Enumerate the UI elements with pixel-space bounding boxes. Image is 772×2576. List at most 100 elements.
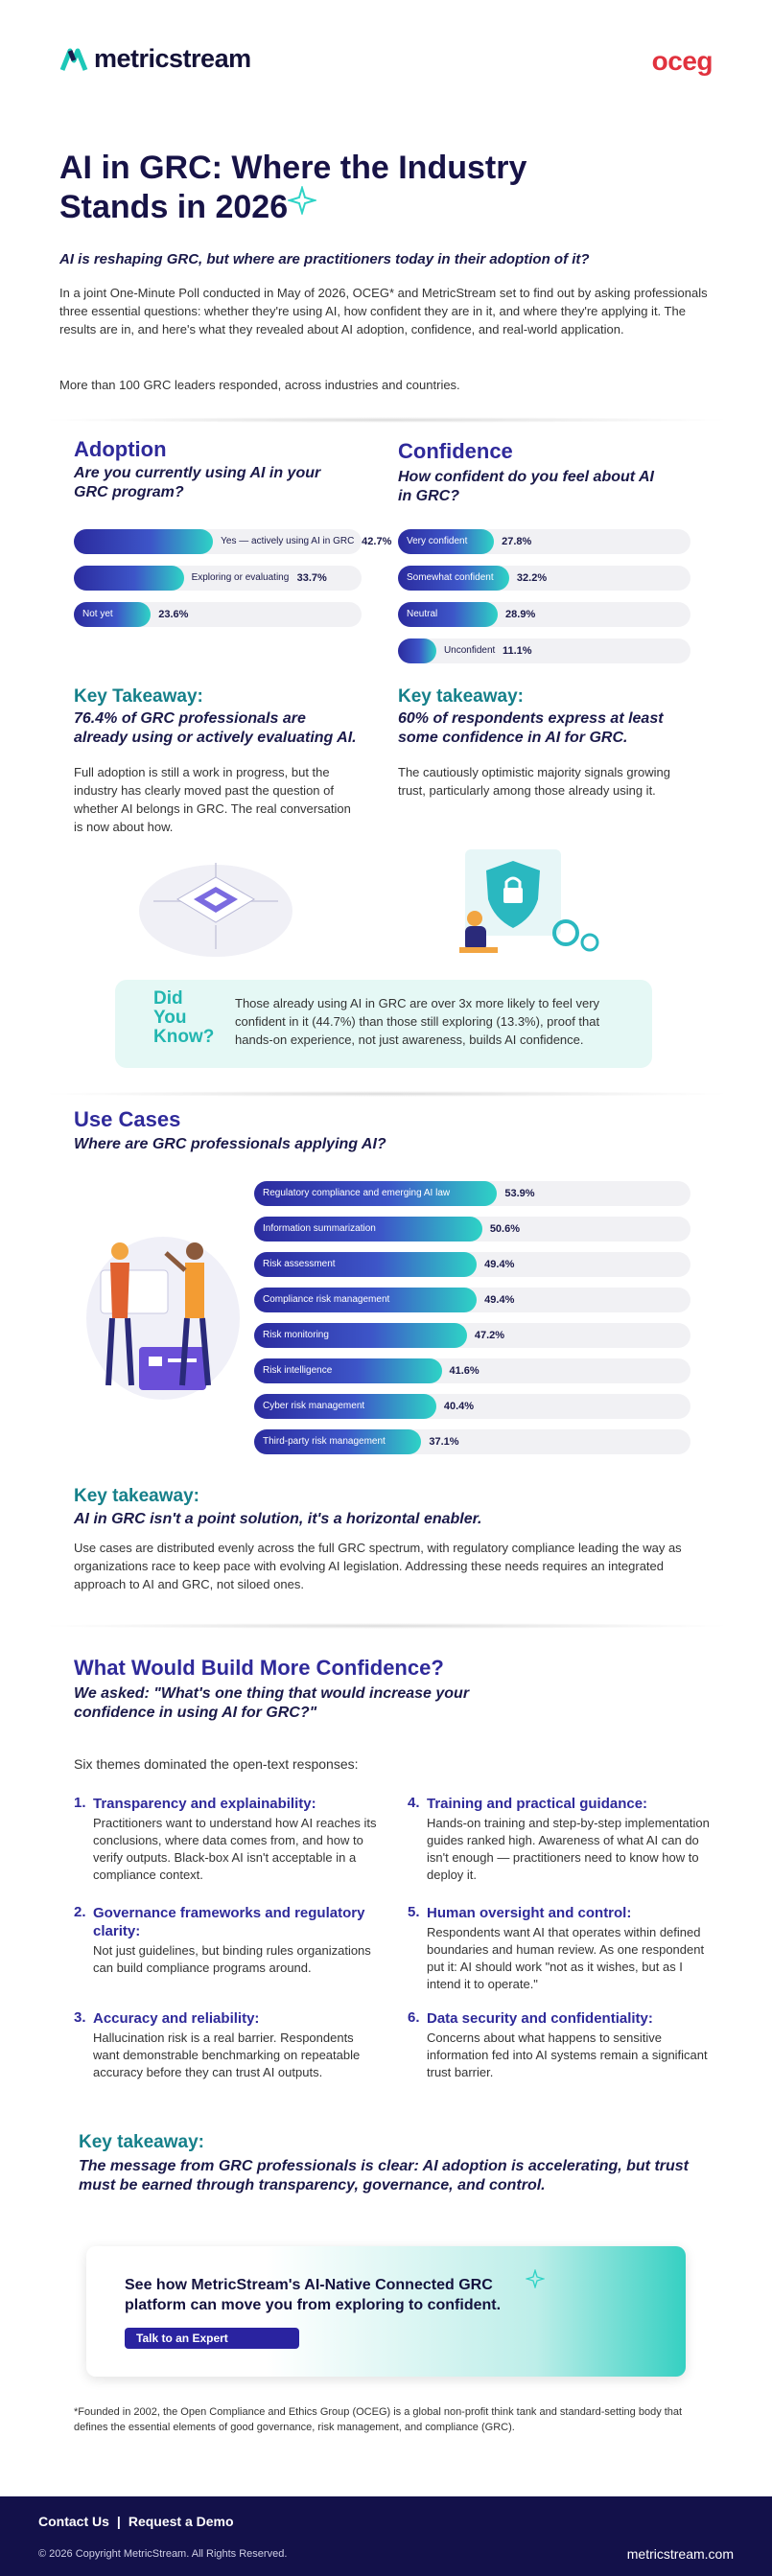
- question: We asked: "What's one thing that would i…: [74, 1685, 470, 1721]
- theme: 1. Transparency and explainability: Practi…: [74, 1795, 381, 1884]
- value-label: 32.2%: [516, 572, 548, 584]
- section-heading: Confidence: [398, 439, 513, 463]
- theme-body: Hands-on training and step-by-step imple…: [427, 1816, 710, 1882]
- cta-text: See how MetricStream's AI-Native Connect…: [125, 2277, 502, 2313]
- bar: [254, 1181, 498, 1206]
- footer-site[interactable]: metricstream.com: [626, 2546, 734, 2562]
- divider: [38, 1091, 734, 1097]
- bar: [398, 529, 495, 554]
- intro-paragraph: In a joint One-Minute Poll conducted in …: [59, 286, 708, 337]
- section-heading: Use Cases: [74, 1107, 181, 1131]
- bar-label: Compliance risk management: [263, 1294, 390, 1305]
- logo-left[interactable]: metricstream: [59, 44, 251, 74]
- themes-intro: Six themes dominated the open-text respo…: [74, 1756, 359, 1772]
- bar-row: Somewhat confident 32.2%: [398, 566, 690, 591]
- theme-body: Concerns about what happens to sensitive…: [427, 2031, 708, 2079]
- theme-title: Data security and confidentiality:: [427, 2010, 653, 2027]
- bar-row: Not yet 23.6%: [74, 602, 362, 627]
- bar: [254, 1358, 442, 1383]
- value-label: 53.9%: [504, 1188, 535, 1199]
- footer-separator: |: [116, 2514, 121, 2529]
- theme-body: Hallucination risk is a real barrier. Re…: [93, 2031, 361, 2079]
- footer-link[interactable]: Request a Demo: [128, 2514, 234, 2529]
- subtitle: AI is reshaping GRC, but where are pract…: [59, 251, 590, 267]
- chip-illustration: [139, 863, 292, 957]
- bar-label: Exploring or evaluating: [191, 572, 290, 583]
- footnote: *Founded in 2002, the Open Compliance an…: [74, 2406, 683, 2433]
- takeaway: The message from GRC professionals is cl…: [79, 2158, 690, 2193]
- footer: Contact Us | Request a Demo © 2026 Copyr…: [0, 2496, 772, 2576]
- bar-label: Unconfident: [443, 645, 496, 656]
- bar-row: Cyber risk management 40.4%: [254, 1394, 690, 1419]
- bar-row: Risk intelligence 41.6%: [254, 1358, 690, 1383]
- bar-row: Risk assessment 49.4%: [254, 1252, 690, 1277]
- theme-number: 2.: [74, 1904, 86, 1920]
- bar-label: Risk monitoring: [263, 1330, 329, 1340]
- section-heading: Adoption: [74, 437, 167, 461]
- section-heading: What Would Build More Confidence?: [74, 1656, 444, 1680]
- value-label: 41.6%: [449, 1365, 480, 1377]
- takeaway-heading: Key takeaway:: [398, 686, 524, 707]
- value-label: 49.4%: [484, 1294, 515, 1306]
- bar-label: Risk intelligence: [263, 1365, 333, 1376]
- bar: [254, 1394, 436, 1419]
- bar-label: Information summarization: [263, 1223, 376, 1234]
- bar-chart: Yes — actively using AI in GRC 42.7% Explo…: [74, 529, 391, 644]
- theme-title: Governance frameworks and regulatory cla…: [93, 1905, 365, 1939]
- bar: [74, 566, 184, 591]
- logo-right[interactable]: oceg: [651, 46, 714, 76]
- question: How confident do you feel about AI in GR…: [398, 469, 654, 504]
- theme-title: Human oversight and control:: [427, 1905, 632, 1921]
- value-label: 42.7%: [362, 536, 392, 547]
- logo-text: metricstream: [94, 44, 251, 73]
- badge-line: Did: [153, 988, 183, 1009]
- title: AI in GRC: Where the Industry Stands in …: [59, 150, 527, 225]
- footer-link[interactable]: Contact Us: [38, 2514, 109, 2529]
- takeaway: 76.4% of GRC professionals are already u…: [74, 710, 357, 746]
- bar-row: Third-party risk management 37.1%: [254, 1429, 690, 1454]
- theme-body: Not just guidelines, but binding rules o…: [93, 1943, 371, 1975]
- bar-row: Regulatory compliance and emerging AI la…: [254, 1181, 690, 1206]
- bar-label: Regulatory compliance and emerging AI la…: [263, 1188, 451, 1198]
- question: Where are GRC professionals applying AI?: [74, 1136, 386, 1152]
- value-label: 40.4%: [443, 1401, 475, 1412]
- takeaway-body: Use cases are distributed evenly across …: [74, 1541, 682, 1591]
- theme: 4. Training and practical guidance: Hands-…: [408, 1795, 714, 1884]
- logo-icon: [59, 48, 88, 71]
- badge-line: Know?: [153, 1027, 215, 1047]
- intro-paragraph: More than 100 GRC leaders responded, acr…: [59, 378, 460, 392]
- cta-button[interactable]: Talk to an Expert: [125, 2328, 299, 2349]
- badge: Did You Know?: [153, 989, 214, 1047]
- value-label: 47.2%: [474, 1330, 505, 1341]
- bar-chart: Very confident 27.8% Somewhat confident 32.…: [398, 529, 695, 683]
- takeaway-heading: Key takeaway:: [74, 1486, 199, 1506]
- badge-line: You: [153, 1008, 187, 1028]
- bar-row: Exploring or evaluating 33.7%: [74, 566, 362, 591]
- bar-row: Yes — actively using AI in GRC 42.7%: [74, 529, 391, 554]
- theme-number: 3.: [74, 2009, 86, 2026]
- theme-body: Respondents want AI that operates within…: [427, 1925, 705, 1991]
- bar-label: Cyber risk management: [263, 1401, 365, 1411]
- value-label: 11.1%: [502, 645, 532, 657]
- value-label: 23.6%: [158, 609, 189, 620]
- takeaway: 60% of respondents express at least some…: [398, 710, 664, 746]
- value-label: 37.1%: [429, 1436, 459, 1448]
- theme-title: Transparency and explainability:: [93, 1796, 316, 1812]
- bar-row: Very confident 27.8%: [398, 529, 690, 554]
- bar: [254, 1429, 422, 1454]
- bar: [254, 1217, 482, 1242]
- divider: [38, 417, 734, 423]
- bar-row: Risk monitoring 47.2%: [254, 1323, 690, 1348]
- value-label: 28.9%: [505, 609, 536, 620]
- sparkle: [288, 186, 316, 215]
- value-label: 27.8%: [502, 536, 532, 547]
- theme-number: 5.: [408, 1904, 420, 1920]
- bar: [254, 1323, 467, 1348]
- takeaway-body: The cautiously optimistic majority signa…: [398, 765, 670, 798]
- theme: 3. Accuracy and reliability: Hallucination…: [74, 2009, 381, 2081]
- value-label: 49.4%: [484, 1259, 515, 1270]
- bar-label: Neutral: [407, 609, 438, 619]
- theme-body: Practitioners want to understand how AI …: [93, 1816, 377, 1882]
- value-label: 50.6%: [489, 1223, 521, 1235]
